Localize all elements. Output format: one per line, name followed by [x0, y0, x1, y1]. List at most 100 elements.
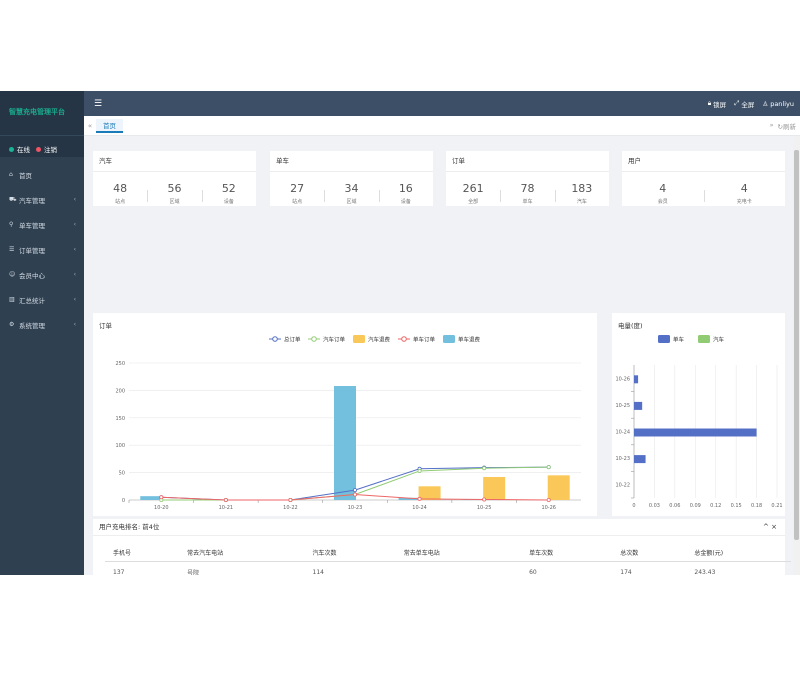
user-icon: ♙ [762, 99, 769, 108]
online-dot-icon [9, 146, 14, 152]
x-tick-label: 0.21 [771, 503, 782, 509]
fullscreen-button[interactable]: ⤢ 全屏 [734, 99, 754, 109]
tab-scroll-left-icon[interactable]: « [87, 121, 93, 130]
bar-73c0de [398, 497, 421, 500]
user-menu[interactable]: ♙ panliyu [762, 99, 794, 109]
stat-label: 单车 [522, 199, 533, 205]
power-bar [634, 428, 757, 437]
sidebar-item-0[interactable]: ⌂ 首页 [0, 162, 84, 187]
logout-icon[interactable] [36, 146, 41, 152]
x-tick-label: 10-21 [219, 505, 234, 511]
content-scrollbar[interactable] [793, 136, 800, 575]
x-tick-label: 10-22 [283, 505, 298, 511]
legend-label: 单车 [673, 336, 685, 344]
x-tick-label: 0.06 [669, 503, 680, 509]
stat-value: 4 [659, 182, 667, 195]
lock-screen-button[interactable]: 🔒︎ 锁屏 [708, 99, 726, 109]
order-chart: 总订单 汽车订单 汽车退费 单车订单 单车退费 0 50 100 150 200 250 10-20 1… [115, 335, 581, 511]
logout-link[interactable]: 注销 [44, 146, 57, 154]
app-logo[interactable]: 智慧充电管理平台 [0, 91, 84, 135]
sidebar-item-label: 系统管理 [19, 321, 45, 330]
refresh-button[interactable]: ↻刷新 [778, 121, 796, 131]
sidebar: 智慧充电管理平台 在线 注销 ⌂ 首页 ⛟ 汽车管理 ‹ ⚲ 单车管理 ‹ ☰ 订单管理 ‹ ☺ 会员中… [0, 91, 84, 575]
column-header[interactable]: 单车次数 [521, 544, 613, 562]
sidebar-nav: ⌂ 首页 ⛟ 汽车管理 ‹ ⚲ 单车管理 ‹ ☰ 订单管理 ‹ ☺ 会员中心 ‹ ▥ 汇总统计 ‹ ⚙ 系统管理 ‹ [0, 162, 84, 337]
chevron-left-icon: ‹ [73, 271, 76, 278]
menu-toggle-icon[interactable]: ☰ [94, 98, 103, 109]
x-tick-label: 0 [632, 503, 635, 509]
legend-item: 汽车 [698, 335, 725, 344]
sidebar-item-label: 订单管理 [19, 246, 45, 255]
bar-fac858 [483, 476, 506, 500]
header-actions: 🔒︎ 锁屏 ⤢ 全屏 ♙ panliyu [708, 99, 794, 109]
line-point [159, 495, 164, 500]
table-cell: 137 [105, 561, 180, 575]
bar-73c0de [334, 386, 356, 500]
table-row[interactable]: 137 号院 114 60 174 243.43 [105, 561, 791, 575]
online-status: 在线 [17, 146, 30, 154]
table-cell: 114 [304, 561, 396, 575]
y-tick-label: 50 [119, 471, 125, 477]
close-icon[interactable]: × [771, 523, 777, 531]
sidebar-item-5[interactable]: ▥ 汇总统计 ‹ [0, 287, 84, 312]
sidebar-item-4[interactable]: ☺ 会员中心 ‹ [0, 262, 84, 287]
collapse-icon[interactable]: ^ [763, 523, 769, 531]
power-chart-card: 电量(度) 单车 汽车 0 0.03 0.06 0.09 0.12 0.15 0.18 0.21 1… [612, 313, 785, 516]
column-header[interactable]: 总次数 [612, 544, 687, 562]
stat-value: 52 [221, 182, 236, 195]
refresh-icon: ↻ [777, 122, 783, 131]
top-header: ☰ 🔒︎ 锁屏 ⤢ 全屏 ♙ panliyu [84, 91, 800, 116]
sidebar-item-3[interactable]: ☰ 订单管理 ‹ [0, 237, 84, 262]
sidebar-item-6[interactable]: ⚙ 系统管理 ‹ [0, 312, 84, 337]
stat-label: 汽车 [576, 199, 587, 205]
tab-actions: » ↻刷新 [770, 121, 796, 131]
rank-panel-header: 用户充电排名: 前4位 ^ × [93, 519, 785, 536]
column-header[interactable]: 汽车次数 [304, 544, 396, 562]
lock-screen-label: 锁屏 [713, 100, 727, 109]
stat-item: 48 站点 [93, 182, 147, 205]
tab-home[interactable]: 首页 [96, 118, 123, 133]
legend-label: 总订单 [284, 336, 301, 344]
stat-item: 4 充电卡 [703, 182, 786, 205]
x-tick-label: 10-24 [412, 505, 427, 511]
legend-item: 汽车订单 [308, 336, 346, 344]
column-header[interactable]: 常去单车电站 [395, 544, 522, 562]
bar-chart-icon: ▥ [9, 296, 15, 303]
stat-value: 34 [344, 182, 359, 195]
bar-73c0de [140, 496, 163, 500]
line-point [352, 492, 357, 497]
stat-label: 全部 [468, 199, 479, 205]
legend-bar-marker [443, 335, 455, 343]
chevron-left-icon: ‹ [73, 196, 76, 203]
y-tick-label: 10-23 [615, 456, 630, 462]
stat-value: 27 [290, 182, 305, 195]
line-point [223, 497, 228, 502]
chevron-left-icon: ‹ [73, 296, 76, 303]
rank-table: 手机号 常去汽车电站 汽车次数 常去单车电站 单车次数 总次数 总金额(元) 137 号院 11… [105, 544, 791, 575]
legend-circle-marker [311, 336, 317, 342]
home-icon: ⌂ [9, 171, 13, 178]
user-name: panliyu [770, 99, 794, 108]
scrollbar-thumb[interactable] [794, 150, 799, 540]
stat-label: 区域 [169, 199, 180, 205]
line-point [482, 497, 487, 502]
stat-card-title: 用户 [622, 151, 785, 172]
column-header[interactable]: 总金额(元) [686, 544, 791, 562]
power-chart-title: 电量(度) [618, 322, 643, 330]
x-tick-label: 0.09 [690, 503, 701, 509]
chevron-left-icon: ‹ [73, 246, 76, 253]
legend-item: 单车退费 [443, 335, 481, 344]
app-frame: 智慧充电管理平台 在线 注销 ⌂ 首页 ⛟ 汽车管理 ‹ ⚲ 单车管理 ‹ ☰ 订单管理 ‹ ☺ 会员中… [0, 91, 800, 575]
car-icon: ⛟ [9, 195, 17, 203]
sidebar-item-2[interactable]: ⚲ 单车管理 ‹ [0, 212, 84, 237]
sidebar-item-1[interactable]: ⛟ 汽车管理 ‹ [0, 187, 84, 212]
y-tick-label: 250 [115, 361, 125, 367]
stat-item: 27 站点 [270, 182, 324, 205]
column-header[interactable]: 常去汽车电站 [179, 544, 305, 562]
tab-scroll-right-icon[interactable]: » [769, 120, 774, 129]
legend-bar-marker [698, 335, 710, 343]
column-header[interactable]: 手机号 [105, 544, 180, 562]
x-tick-label: 10-26 [541, 505, 556, 511]
sidebar-item-label: 单车管理 [19, 221, 45, 230]
rank-tools: ^ × [763, 519, 777, 536]
